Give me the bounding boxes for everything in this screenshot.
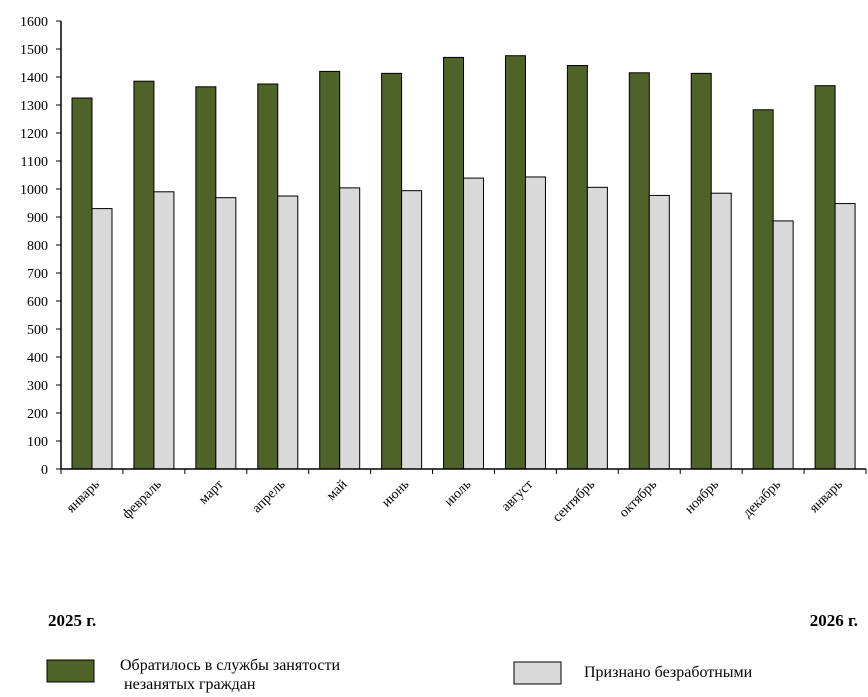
y-tick-label: 1600	[20, 15, 48, 30]
bar-applied-4	[319, 70, 341, 470]
y-tick-labels: 0 100 200 300 400 500 600 700 800 900 1000 1100 1200…	[20, 15, 48, 478]
bar-applied-5	[381, 72, 403, 470]
legend-swatch-unemployed	[513, 661, 562, 685]
x-category-label: октябрь	[617, 477, 660, 520]
bars-group	[71, 55, 856, 470]
bar-applied-2	[195, 86, 217, 470]
x-category-label: декабрь	[740, 477, 784, 521]
y-tick-label: 500	[27, 323, 48, 338]
y-tick-label: 1100	[21, 155, 48, 170]
legend-label-unemployed: Признано безработными	[584, 664, 753, 681]
bar-unemployed-2	[215, 197, 237, 470]
x-category-label: январь	[807, 477, 846, 516]
axes-group	[56, 20, 867, 474]
bar-unemployed-0	[91, 208, 113, 470]
bar-unemployed-1	[153, 191, 175, 470]
y-tick-label: 300	[27, 379, 48, 394]
bar-applied-12	[814, 85, 836, 470]
bar-unemployed-11	[772, 220, 794, 470]
bar-unemployed-4	[339, 187, 361, 470]
x-category-label: май	[324, 477, 351, 504]
x-category-label: март	[196, 477, 226, 507]
bar-unemployed-8	[586, 186, 608, 470]
x-category-label: сентябрь	[550, 477, 598, 525]
x-category-label: ноябрь	[682, 477, 722, 517]
bar-unemployed-3	[277, 195, 299, 470]
bar-applied-6	[443, 56, 465, 470]
bar-unemployed-12	[834, 203, 856, 470]
y-tick-label: 1500	[20, 43, 48, 58]
bar-applied-10	[690, 72, 712, 470]
x-tick-labels: январь февраль март апрель май июнь июль август…	[64, 477, 846, 525]
y-tick-label: 600	[27, 295, 48, 310]
bar-applied-0	[71, 97, 93, 470]
legend-label-applied-line1: Обратилось в службы занятости	[120, 657, 341, 674]
bar-applied-8	[566, 65, 588, 470]
legend-label-applied-line2: незанятых граждан	[124, 676, 256, 693]
y-tick-label: 700	[27, 267, 48, 282]
x-category-label: июль	[442, 477, 475, 510]
x-category-label: февраль	[120, 477, 165, 522]
y-tick-label: 400	[27, 351, 48, 366]
y-tick-label: 200	[27, 407, 48, 422]
bar-unemployed-7	[524, 176, 546, 470]
bar-unemployed-6	[463, 177, 485, 470]
bar-applied-3	[257, 83, 279, 470]
y-tick-label: 800	[27, 239, 48, 254]
bar-unemployed-5	[401, 190, 423, 470]
bar-unemployed-9	[648, 194, 670, 470]
bar-applied-11	[752, 109, 774, 470]
bar-unemployed-10	[710, 192, 732, 470]
y-tick-label: 0	[41, 463, 48, 478]
year-label-2025: 2025 г.	[48, 611, 96, 630]
bar-applied-9	[628, 72, 650, 470]
x-category-label: июнь	[379, 477, 412, 510]
x-category-label: август	[499, 477, 536, 514]
y-tick-label: 900	[27, 211, 48, 226]
bar-applied-7	[504, 55, 526, 470]
bar-applied-1	[133, 80, 155, 470]
year-label-2026: 2026 г.	[810, 611, 858, 630]
y-tick-label: 1200	[20, 127, 48, 142]
y-tick-label: 1300	[20, 99, 48, 114]
y-tick-label: 1400	[20, 71, 48, 86]
x-category-label: январь	[64, 477, 103, 516]
y-tick-label: 1000	[20, 183, 48, 198]
legend-swatch-applied	[46, 659, 95, 683]
legend: Обратилось в службы занятости незанятых …	[46, 657, 753, 693]
x-category-label: апрель	[250, 477, 289, 516]
y-tick-label: 100	[27, 435, 48, 450]
